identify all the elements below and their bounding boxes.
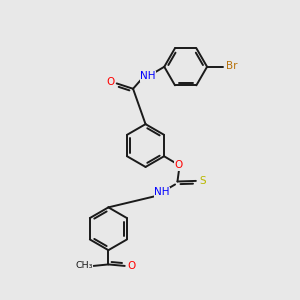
Text: Br: Br (226, 61, 238, 71)
Text: O: O (106, 77, 115, 87)
Text: NH: NH (140, 71, 156, 81)
Text: O: O (175, 160, 183, 170)
Text: CH₃: CH₃ (75, 261, 93, 270)
Text: O: O (127, 261, 135, 271)
Text: S: S (199, 176, 206, 186)
Text: NH: NH (154, 187, 170, 197)
